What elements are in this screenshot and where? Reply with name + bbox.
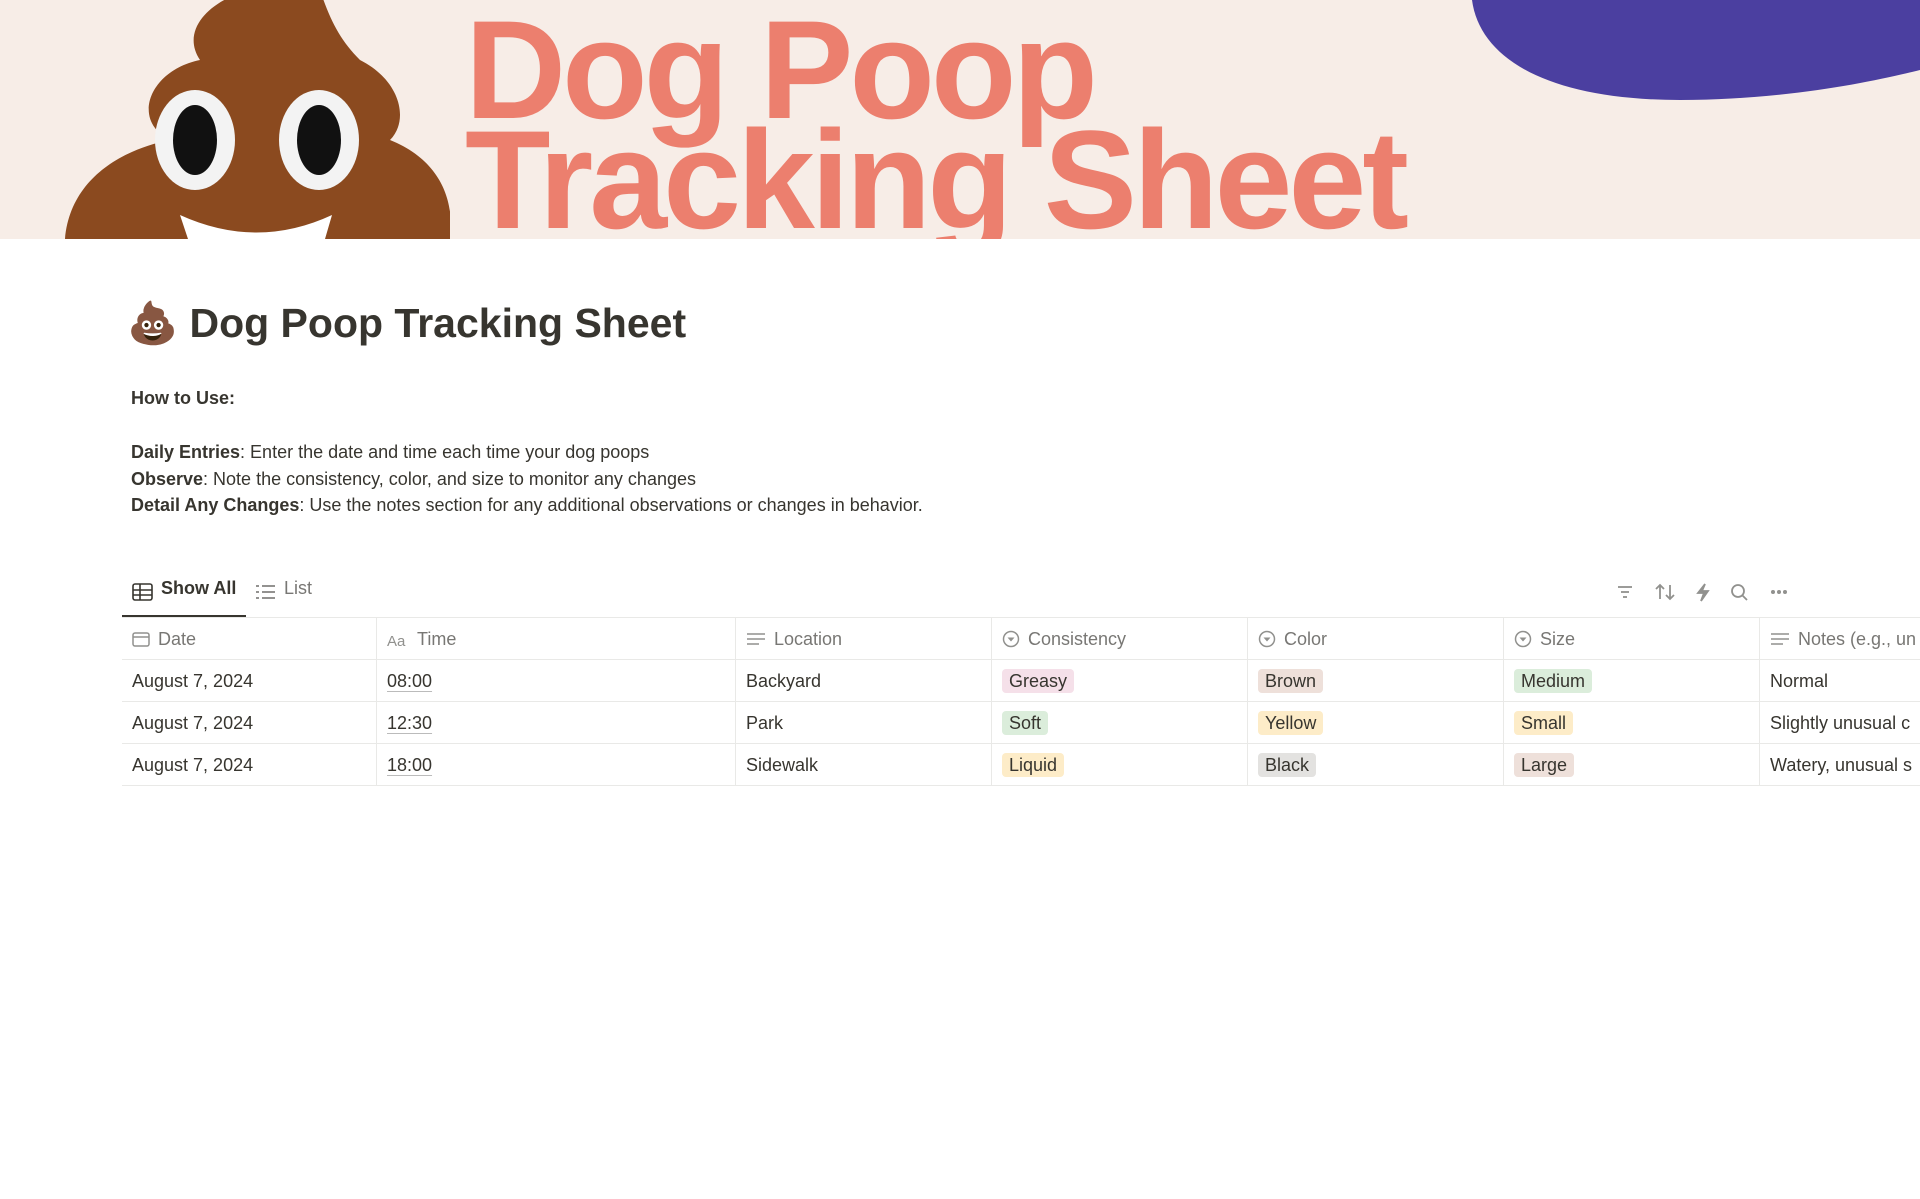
- table-cell[interactable]: Brown: [1248, 660, 1504, 702]
- database-table: Date Aa Time Location Consistency Color Size No…: [122, 618, 1920, 788]
- cover-banner: Dog Poop Tracking Sheet: [0, 0, 1920, 239]
- column-title: Time: [417, 629, 457, 649]
- title-text: Dog Poop Tracking Sheet: [189, 300, 687, 346]
- time-value: 08:00: [387, 671, 433, 691]
- column-header[interactable]: Color: [1248, 618, 1504, 660]
- column-title: Color: [1284, 629, 1328, 649]
- tab-list[interactable]: List: [284, 578, 313, 598]
- instruction-text: : Note the consistency, color, and size …: [203, 468, 696, 489]
- instruction-label: Observe: [131, 468, 204, 489]
- column-title: Notes (e.g., un: [1798, 629, 1917, 649]
- select-tag: Large: [1514, 753, 1575, 777]
- column-icon: [1771, 633, 1789, 645]
- instruction-text: : Enter the date and time each time your…: [240, 442, 650, 462]
- table-cell[interactable]: Liquid: [992, 744, 1248, 786]
- cell-text: Normal: [1770, 671, 1829, 691]
- poop-illustration: [65, 0, 450, 239]
- column-header[interactable]: Consistency: [992, 618, 1248, 660]
- cell-text: Backyard: [746, 671, 822, 691]
- cell-text: Park: [746, 713, 784, 733]
- time-value: 12:30: [387, 713, 433, 733]
- cell-text: August 7, 2024: [132, 713, 254, 733]
- column-icon: Aa: [387, 633, 406, 650]
- column-title: Consistency: [1028, 629, 1127, 649]
- select-tag: Soft: [1002, 711, 1049, 735]
- table-cell[interactable]: Park: [736, 702, 992, 744]
- column-header[interactable]: Size: [1504, 618, 1760, 660]
- table-cell[interactable]: Slightly unusual c: [1760, 702, 1920, 744]
- table-cell[interactable]: August 7, 2024: [122, 660, 377, 702]
- select-tag: Black: [1258, 753, 1317, 777]
- column-title: Date: [158, 629, 197, 649]
- list-icon: [256, 585, 275, 599]
- instruction-line: Observe: Note the consistency, color, an…: [131, 469, 696, 490]
- table-cell[interactable]: August 7, 2024: [122, 702, 377, 744]
- instruction-line: Detail Any Changes: Use the notes sectio…: [131, 495, 923, 516]
- cell-text: August 7, 2024: [132, 671, 254, 691]
- table-cell[interactable]: Large: [1504, 744, 1760, 786]
- cell-text: Sidewalk: [746, 755, 819, 775]
- column-header[interactable]: Date: [122, 618, 377, 660]
- column-title: Size: [1540, 629, 1576, 649]
- column-icon: [747, 633, 765, 645]
- table-cell[interactable]: Normal: [1760, 660, 1920, 702]
- cell-text: August 7, 2024: [132, 755, 254, 775]
- tab-underline: [122, 615, 246, 617]
- table-cell[interactable]: 18:00: [377, 744, 736, 786]
- cell-text: Watery, unusual s: [1770, 755, 1913, 775]
- instruction-text: : Use the notes section for any addition…: [299, 495, 923, 515]
- column-icon: [1258, 630, 1276, 648]
- automation-icon[interactable]: [1696, 583, 1710, 602]
- column-header[interactable]: Notes (e.g., un: [1760, 618, 1920, 660]
- table-cell[interactable]: Soft: [992, 702, 1248, 744]
- select-tag: Liquid: [1002, 753, 1065, 777]
- table-cell[interactable]: 12:30: [377, 702, 736, 744]
- column-icon: [1514, 630, 1532, 648]
- svg-text:Aa: Aa: [387, 633, 406, 648]
- filter-icon[interactable]: [1618, 586, 1632, 598]
- table-icon: [132, 583, 153, 601]
- column-header[interactable]: Location: [736, 618, 992, 660]
- tab-show-all[interactable]: Show All: [161, 578, 237, 598]
- banner-text: Tracking Sheet: [465, 101, 1409, 240]
- select-tag: Medium: [1514, 669, 1593, 693]
- column-header[interactable]: Aa Time: [377, 618, 736, 660]
- table-cell[interactable]: Greasy: [992, 660, 1248, 702]
- more-icon[interactable]: [1771, 590, 1787, 594]
- toolbar: [1618, 583, 1787, 602]
- column-icon: [132, 632, 150, 647]
- table-cell[interactable]: Sidewalk: [736, 744, 992, 786]
- column-title: Location: [774, 629, 843, 649]
- divider: [122, 617, 1920, 618]
- table-cell[interactable]: August 7, 2024: [122, 744, 377, 786]
- instruction-line: Daily Entries: Enter the date and time e…: [131, 442, 649, 463]
- page-icon: 💩: [127, 300, 179, 346]
- page-title: 💩 Dog Poop Tracking Sheet: [127, 300, 686, 348]
- table-cell[interactable]: Small: [1504, 702, 1760, 744]
- select-tag: Brown: [1258, 669, 1324, 693]
- select-tag: Small: [1514, 711, 1574, 735]
- table-cell[interactable]: Medium: [1504, 660, 1760, 702]
- time-value: 18:00: [387, 755, 433, 775]
- column-icon: [1002, 630, 1020, 648]
- table-cell[interactable]: 08:00: [377, 660, 736, 702]
- cell-text: Slightly unusual c: [1770, 713, 1911, 733]
- search-icon[interactable]: [1731, 584, 1748, 601]
- table-cell[interactable]: Watery, unusual s: [1760, 744, 1920, 786]
- table-cell[interactable]: Black: [1248, 744, 1504, 786]
- table-cell[interactable]: Yellow: [1248, 702, 1504, 744]
- instruction-label: Detail Any Changes: [131, 495, 300, 515]
- select-tag: Greasy: [1002, 669, 1075, 693]
- sort-icon[interactable]: [1655, 583, 1675, 601]
- banner-text: Dog Poop: [465, 0, 1098, 148]
- instruction-label: Daily Entries: [131, 442, 241, 462]
- instructions-heading: How to Use:: [131, 388, 236, 408]
- logo-blob: [1472, 0, 1920, 100]
- select-tag: Yellow: [1258, 711, 1324, 735]
- table-cell[interactable]: Backyard: [736, 660, 992, 702]
